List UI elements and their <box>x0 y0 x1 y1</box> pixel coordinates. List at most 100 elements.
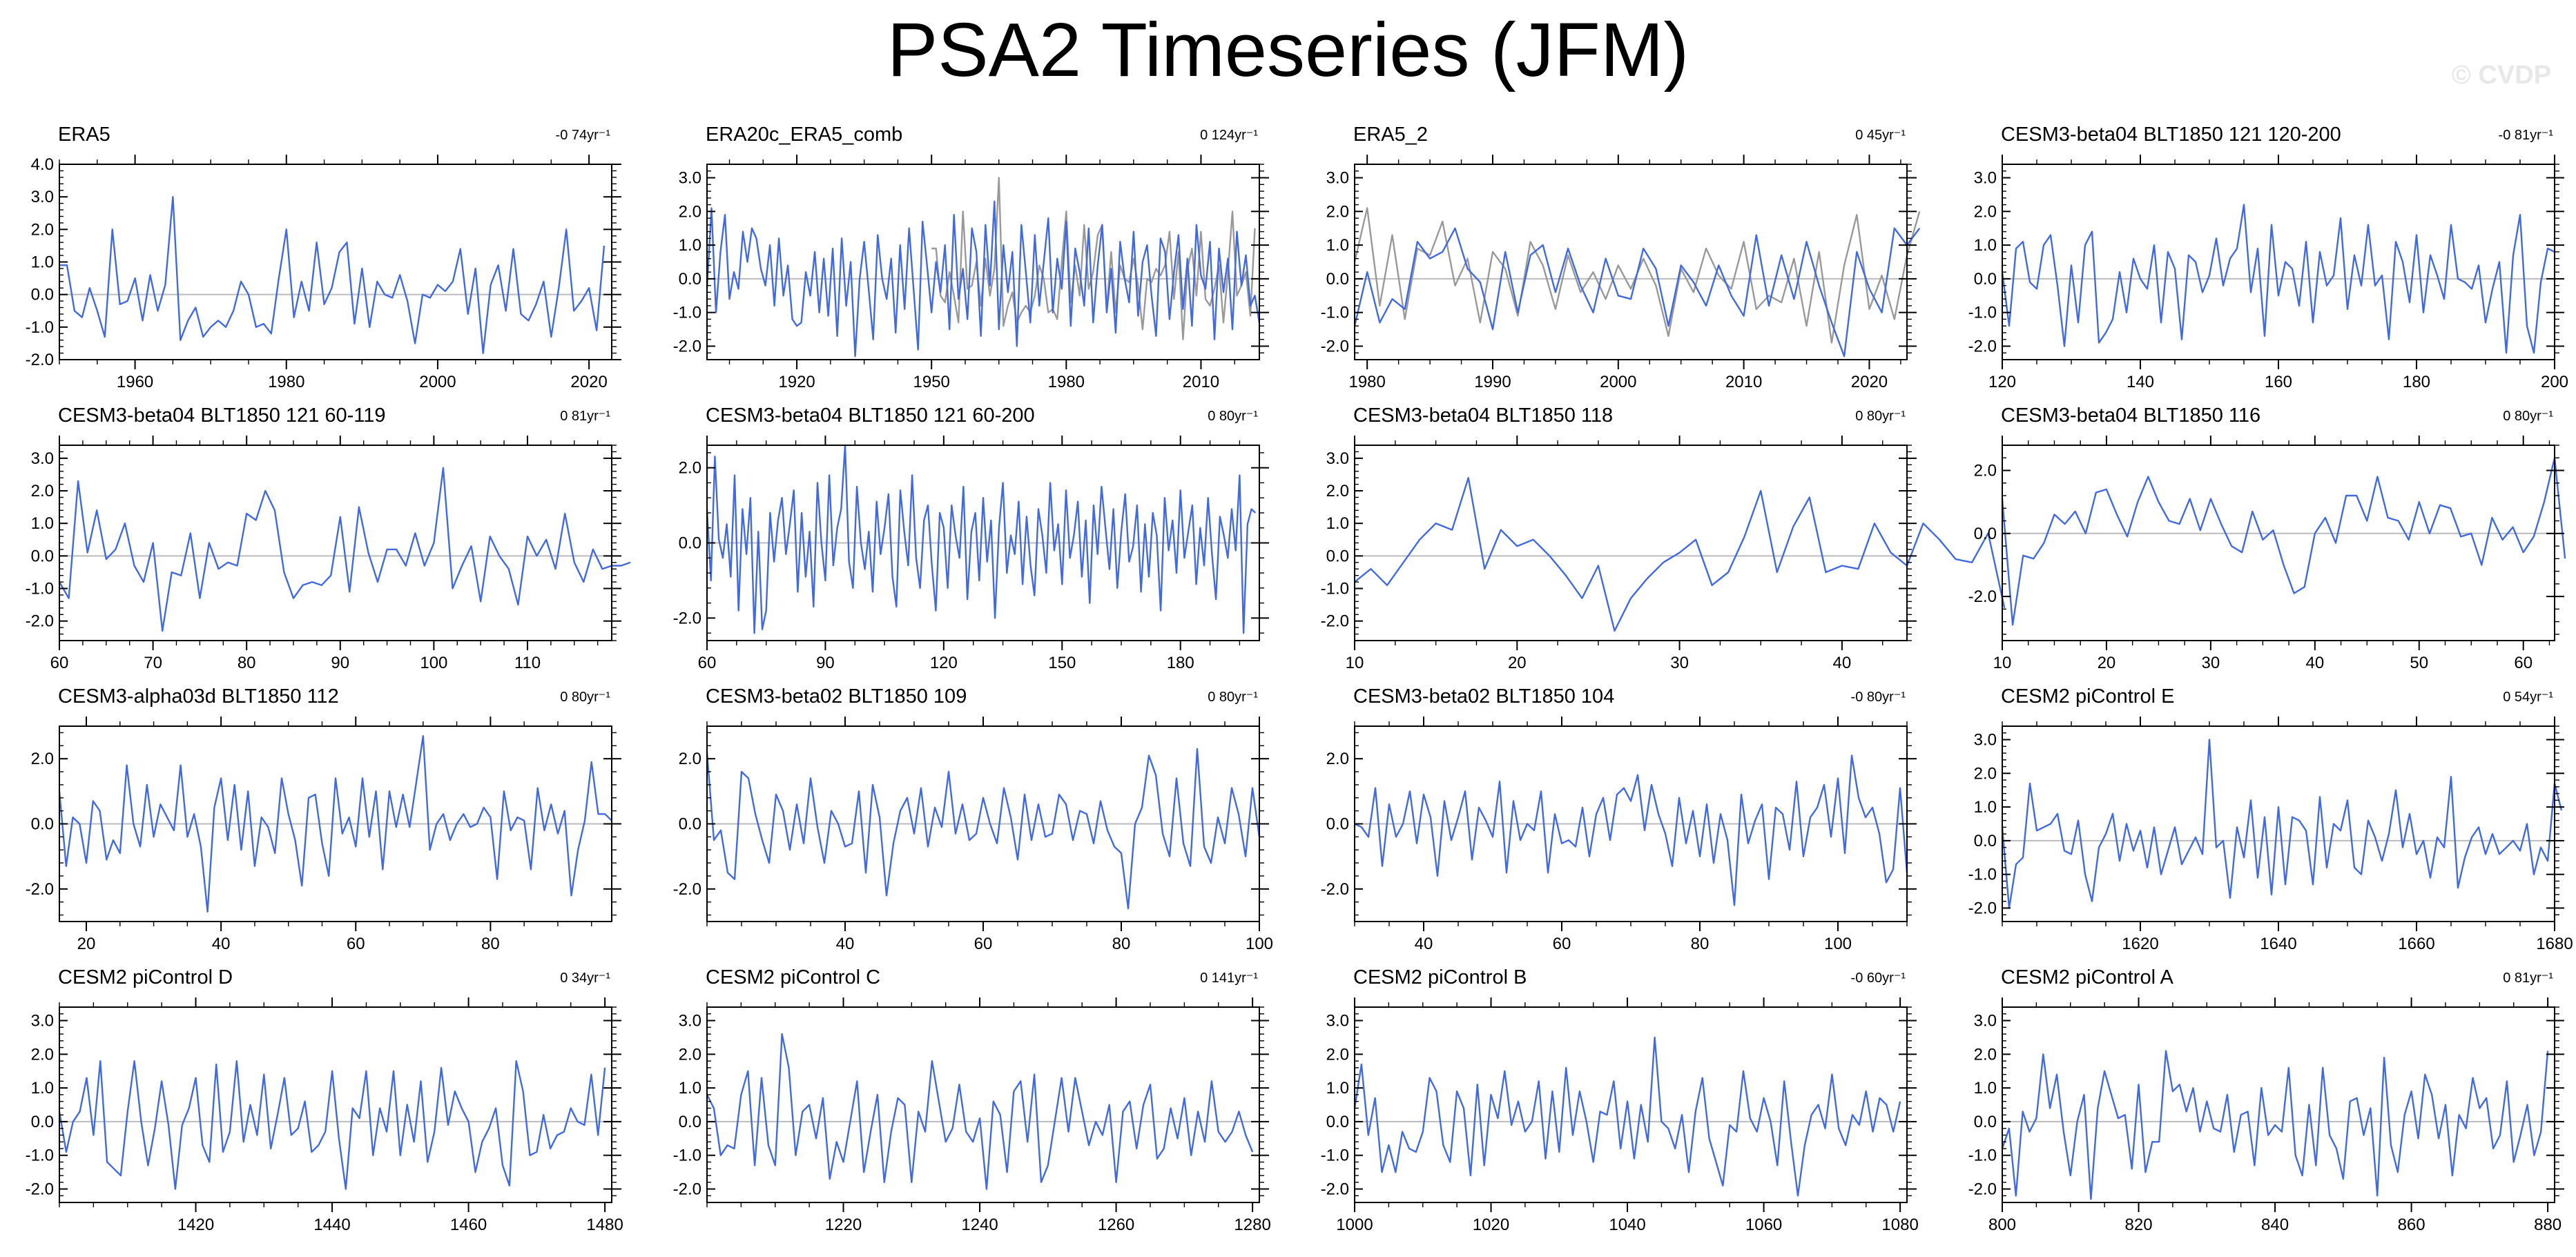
x-tick-label: 60 <box>1553 935 1571 953</box>
y-tick-label: 3.0 <box>679 1012 701 1031</box>
x-tick-label: 1680 <box>2536 935 2573 953</box>
panel-3: ERA5_2 0 45yr⁻¹ -2.0 -1.0 0.0 1.0 2.0 3.0 1980 19… <box>1321 124 1921 391</box>
x-tick-label: 800 <box>1988 1216 2016 1234</box>
y-tick-label: 3.0 <box>31 449 54 468</box>
y-tick-label: 2.0 <box>679 750 701 768</box>
panel-4: CESM3-beta04 BLT1850 121 120-200 -0 81yr⁻… <box>1968 124 2568 391</box>
y-tick-label: 1.0 <box>679 236 701 255</box>
x-tick-label: 1020 <box>1473 1216 1509 1234</box>
trend-label: 0 124yr⁻¹ <box>1200 128 1258 143</box>
plot-frame <box>706 1006 1260 1203</box>
plot-frame <box>59 164 612 360</box>
panel-title: ERA5 <box>58 124 110 146</box>
y-tick-label: 0.0 <box>679 534 701 553</box>
x-tick-label: 2000 <box>419 373 456 391</box>
trend-label: 0 80yr⁻¹ <box>1208 690 1258 705</box>
y-tick-label: -2.0 <box>26 612 54 631</box>
x-tick-label: 40 <box>2305 654 2324 672</box>
y-tick-label: -1.0 <box>26 1147 54 1165</box>
x-tick-label: 40 <box>1415 935 1433 953</box>
y-tick-label: 2.0 <box>1974 1045 1997 1064</box>
panel-5: CESM3-beta04 BLT1850 121 60-119 0 81yr⁻¹ -… <box>26 405 631 672</box>
y-tick-label: 2.0 <box>1326 1045 1349 1064</box>
y-tick-label: -2.0 <box>673 880 701 899</box>
x-tick-label: 100 <box>1246 935 1273 953</box>
series-line-era5-2 <box>1353 227 1921 358</box>
x-tick-label: 2020 <box>1851 373 1888 391</box>
x-tick-label: 160 <box>2265 373 2292 391</box>
y-tick-label: 0.0 <box>1326 270 1349 289</box>
panel-14: CESM2 piControl C 0 141yr⁻¹ -2.0 -1.0 0.0 1.0… <box>673 966 1271 1234</box>
panel-11: CESM3-beta02 BLT1850 104 -0 80yr⁻¹ -2.0 0.0… <box>1321 685 1917 953</box>
y-tick-label: 0.0 <box>679 270 701 289</box>
trend-label: -0 80yr⁻¹ <box>1851 690 1906 705</box>
x-tick-label: 1480 <box>586 1216 623 1234</box>
panel-title: CESM2 piControl A <box>2001 966 2173 988</box>
y-tick-label: -1.0 <box>26 580 54 598</box>
x-tick-label: 150 <box>1048 654 1076 672</box>
x-tick-label: 40 <box>1833 654 1852 672</box>
panel-12: CESM2 piControl E 0 54yr⁻¹ -2.0 -1.0 0.0 1.0 2… <box>1968 685 2573 953</box>
y-tick-label: 3.0 <box>1326 449 1349 468</box>
y-tick-label: 0.0 <box>31 815 54 834</box>
x-tick-label: 1950 <box>913 373 950 391</box>
series-line-cesm2-picontrol-d <box>58 1060 606 1190</box>
trend-label: 0 141yr⁻¹ <box>1200 971 1258 986</box>
x-tick-label: 1960 <box>117 373 153 391</box>
y-tick-label: 0.0 <box>31 547 54 565</box>
x-tick-label: 1060 <box>1745 1216 1782 1234</box>
panel-title: CESM3-alpha03d BLT1850 112 <box>58 685 339 708</box>
x-tick-label: 20 <box>2098 654 2116 672</box>
x-tick-label: 2020 <box>570 373 607 391</box>
y-tick-label: -2.0 <box>1321 880 1349 899</box>
y-tick-label: 3.0 <box>1326 169 1349 188</box>
y-tick-label: -2.0 <box>673 337 701 355</box>
x-tick-label: 860 <box>2398 1216 2425 1234</box>
y-tick-label: 2.0 <box>1974 764 1997 783</box>
panel-title: CESM3-beta04 BLT1850 116 <box>2001 405 2260 427</box>
y-tick-label: 3.0 <box>1326 1012 1349 1031</box>
panel-9: CESM3-alpha03d BLT1850 112 0 80yr⁻¹ -2.0 0.… <box>26 685 621 953</box>
y-tick-label: -2.0 <box>1968 1180 1997 1198</box>
y-tick-label: 2.0 <box>31 220 54 239</box>
y-tick-label: 0.0 <box>1974 1113 1997 1131</box>
y-tick-label: -2.0 <box>1968 587 1997 606</box>
plot-frame <box>2002 725 2555 922</box>
x-tick-label: 30 <box>2202 654 2220 672</box>
x-tick-label: 110 <box>514 654 541 672</box>
y-tick-label: -1.0 <box>1968 304 1997 322</box>
x-tick-label: 90 <box>331 654 349 672</box>
x-tick-label: 20 <box>1508 654 1527 672</box>
y-tick-label: 2.0 <box>31 1045 54 1064</box>
x-tick-label: 60 <box>698 654 717 672</box>
series-line-cesm3-beta04 <box>58 467 631 632</box>
x-tick-label: 40 <box>212 935 231 953</box>
y-tick-label: 1.0 <box>1326 236 1349 255</box>
plot-frame <box>2002 445 2555 641</box>
y-tick-label: 1.0 <box>1326 1079 1349 1098</box>
x-tick-label: 2010 <box>1183 373 1219 391</box>
panel-1: ERA5 -0 74yr⁻¹ -2.0 -1.0 0.0 1.0 2.0 3.0 4.0 1960… <box>26 124 621 391</box>
y-tick-label: -2.0 <box>1968 337 1997 355</box>
x-tick-label: 120 <box>930 654 958 672</box>
y-tick-label: 2.0 <box>679 459 701 478</box>
x-tick-label: 60 <box>2514 654 2533 672</box>
y-tick-label: 3.0 <box>1974 169 1997 188</box>
panel-title: CESM3-beta04 BLT1850 118 <box>1353 405 1613 427</box>
x-tick-label: 40 <box>836 935 855 953</box>
x-tick-label: 80 <box>1112 935 1131 953</box>
series-line-cesm3-alpha03d <box>58 734 612 913</box>
trend-label: 0 81yr⁻¹ <box>2503 971 2553 986</box>
panel-title: CESM3-beta04 BLT1850 121 120-200 <box>2001 124 2341 146</box>
panel-title: CESM3-beta04 BLT1850 121 60-200 <box>706 405 1035 427</box>
y-tick-label: 1.0 <box>31 1079 54 1098</box>
x-tick-label: 1280 <box>1234 1216 1270 1234</box>
x-tick-label: 1640 <box>2260 935 2296 953</box>
y-tick-label: -1.0 <box>673 304 701 322</box>
x-tick-label: 10 <box>1993 654 2012 672</box>
panel-2: ERA20c_ERA5_comb 0 124yr⁻¹ -2.0 -1.0 0.0 1.0 2… <box>673 124 1269 391</box>
y-tick-label: 3.0 <box>1974 731 1997 750</box>
x-tick-label: 30 <box>1670 654 1689 672</box>
y-tick-label: -1.0 <box>1968 1147 1997 1165</box>
x-tick-label: 180 <box>2403 373 2430 391</box>
